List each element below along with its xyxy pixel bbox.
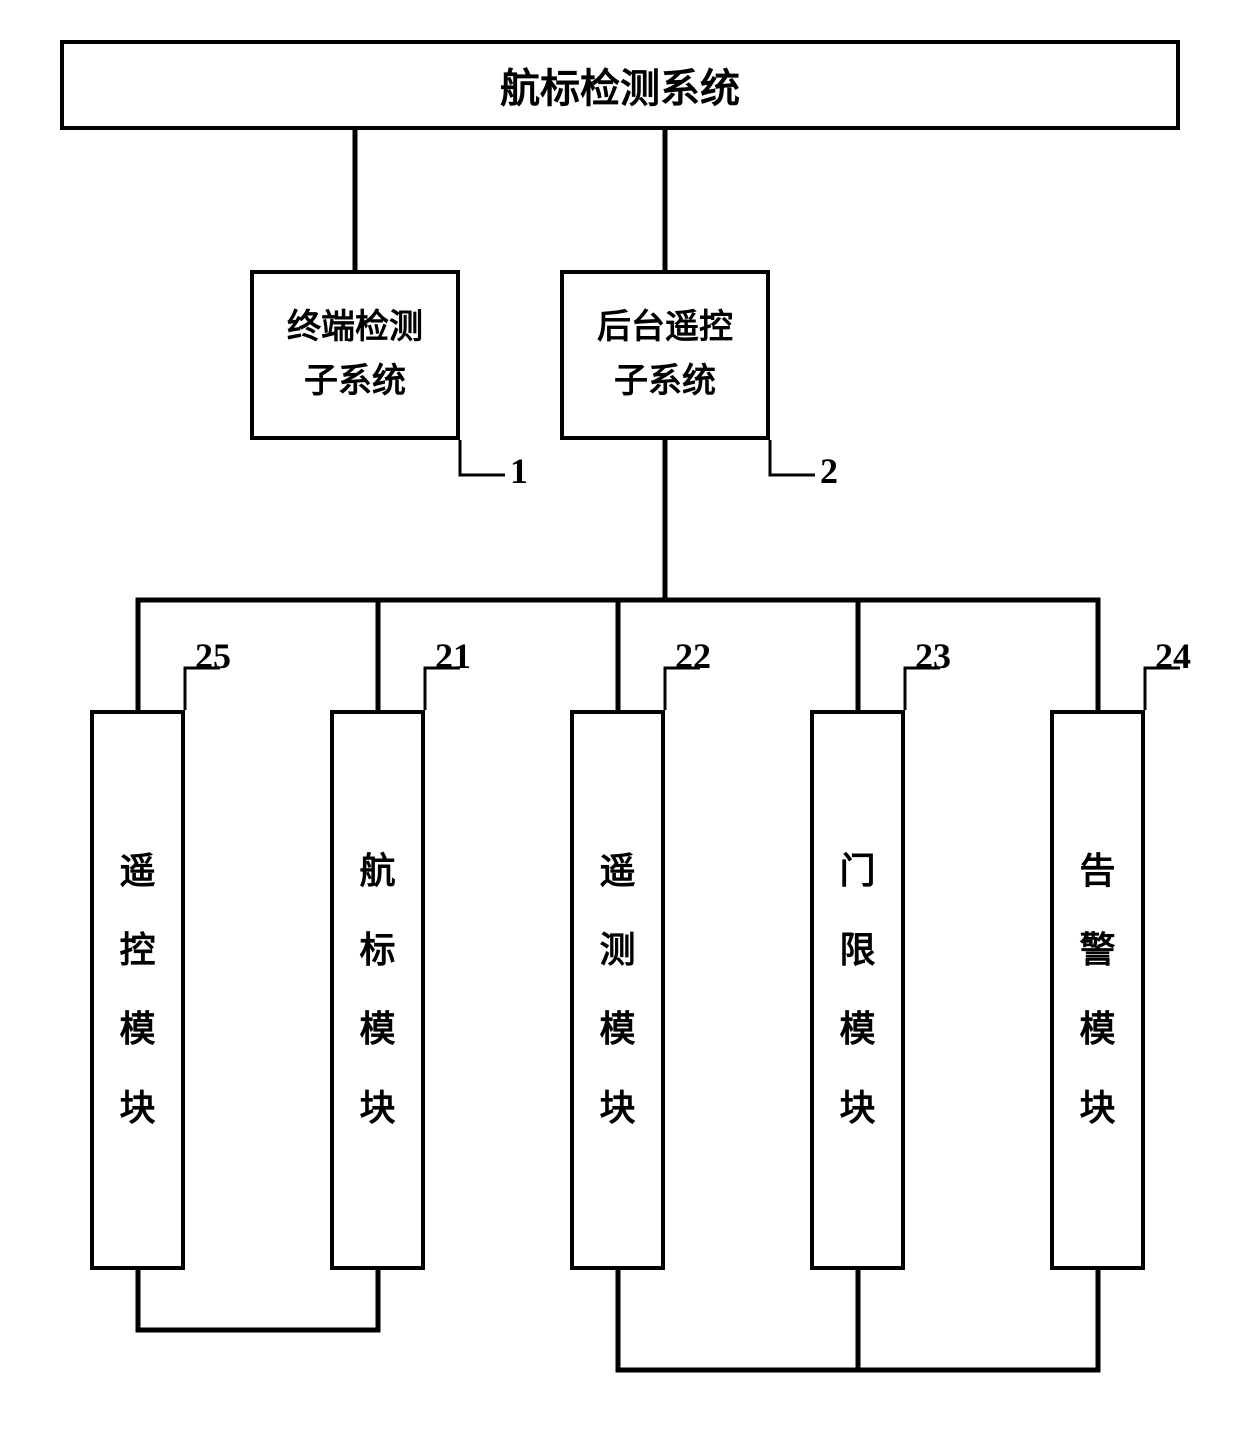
module-24-text: 告警模块 — [1079, 832, 1115, 1149]
sub1-line1: 终端检测 — [287, 301, 423, 355]
module-telemetry: 遥测模块 — [570, 710, 665, 1270]
module-remote-control: 遥控模块 — [90, 710, 185, 1270]
sub2-line2: 子系统 — [614, 355, 716, 409]
label-24: 24 — [1155, 635, 1191, 677]
subsystem-terminal-detection: 终端检测 子系统 — [250, 270, 460, 440]
module-25-text: 遥控模块 — [119, 832, 155, 1149]
root-box: 航标检测系统 — [60, 40, 1180, 130]
label-21: 21 — [435, 635, 471, 677]
label-2: 2 — [820, 450, 838, 492]
module-21-text: 航标模块 — [359, 832, 395, 1149]
module-threshold: 门限模块 — [810, 710, 905, 1270]
module-navigation-mark: 航标模块 — [330, 710, 425, 1270]
label-1: 1 — [510, 450, 528, 492]
module-23-text: 门限模块 — [839, 832, 875, 1149]
module-22-text: 遥测模块 — [599, 832, 635, 1149]
subsystem-2-label: 后台遥控 子系统 — [597, 301, 733, 410]
sub2-line1: 后台遥控 — [597, 301, 733, 355]
module-alarm: 告警模块 — [1050, 710, 1145, 1270]
root-title: 航标检测系统 — [500, 56, 740, 114]
label-25: 25 — [195, 635, 231, 677]
diagram-canvas: 航标检测系统 终端检测 子系统 1 后台遥控 子系统 2 遥控模块 25 航标模… — [0, 0, 1240, 1455]
sub1-line2: 子系统 — [304, 355, 406, 409]
label-22: 22 — [675, 635, 711, 677]
subsystem-remote-control: 后台遥控 子系统 — [560, 270, 770, 440]
label-23: 23 — [915, 635, 951, 677]
subsystem-1-label: 终端检测 子系统 — [287, 301, 423, 410]
